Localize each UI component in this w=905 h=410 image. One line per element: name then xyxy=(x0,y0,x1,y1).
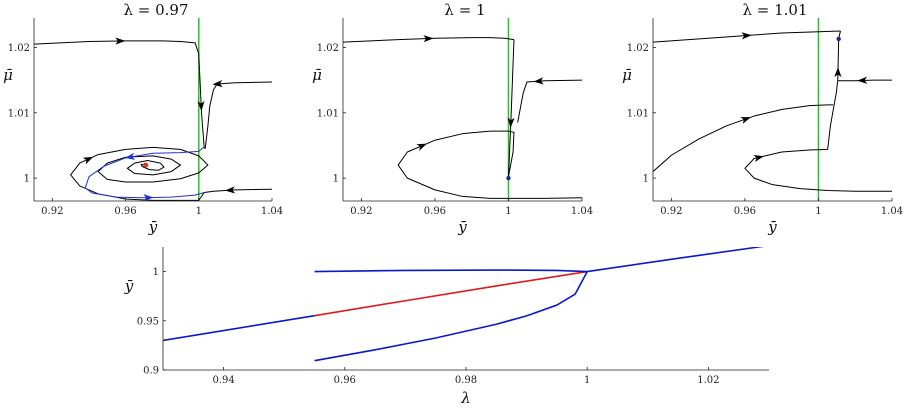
stable-branch-line xyxy=(587,247,765,273)
unstable-branch-line xyxy=(314,270,588,317)
y-tick-label: 1 xyxy=(153,267,159,278)
phase-portrait-lambda-101: λ = 1.01 0.92 0.96 1 1.04 1 1.01 1.02 ȳ μ̄ xyxy=(622,1,903,236)
x-tick-label: 1.04 xyxy=(881,206,903,217)
trajectory-line xyxy=(198,53,205,149)
fixed-point xyxy=(836,36,841,42)
y-tick-label: 1.02 xyxy=(627,43,649,54)
x-axis-label: ȳ xyxy=(457,218,467,236)
trajectory-line xyxy=(70,146,209,201)
x-axis-label: ȳ xyxy=(767,218,777,236)
direction-arrow xyxy=(834,67,842,78)
direction-arrow xyxy=(82,156,94,165)
x-tick-label: 0.96 xyxy=(334,375,356,386)
x-tick-label: 1 xyxy=(815,206,821,217)
x-tick-label: 0.92 xyxy=(660,206,682,217)
y-tick-label: 0.95 xyxy=(137,316,159,327)
x-tick-label: 0.96 xyxy=(114,206,136,217)
direction-arrow xyxy=(115,37,126,45)
x-tick-label: 1.04 xyxy=(571,206,593,217)
panel-title: λ = 0.97 xyxy=(123,1,188,19)
y-axis-label: μ̄ xyxy=(622,66,632,84)
direction-arrow xyxy=(741,32,752,40)
x-tick-label: 1 xyxy=(196,206,202,217)
panel-title: λ = 1 xyxy=(444,1,485,19)
plot-area xyxy=(163,247,765,362)
y-tick-label: 1.01 xyxy=(8,108,30,119)
direction-arrow xyxy=(224,186,236,194)
trajectory-line xyxy=(507,39,515,179)
stable-branch-line xyxy=(163,314,315,342)
x-axis-label: λ xyxy=(460,389,471,407)
x-tick-label: 0.92 xyxy=(350,206,372,217)
x-tick-label: 1.04 xyxy=(261,206,283,217)
trajectory-line xyxy=(517,79,582,123)
plot-area xyxy=(34,18,272,201)
phase-portrait-lambda-1: λ = 1 0.92 0.96 1 1.04 1 1.01 1.02 ȳ μ̄ xyxy=(312,1,593,236)
direction-arrow xyxy=(197,100,205,112)
trajectory-line xyxy=(744,104,892,192)
equilibrium-point xyxy=(143,162,149,168)
stable-branch-line xyxy=(314,269,588,273)
direction-arrow xyxy=(753,154,764,162)
bifurcation-diagram: 0.94 0.96 0.98 1 1.02 0.9 0.95 1 λ ȳ xyxy=(124,247,769,407)
trajectory-line xyxy=(833,38,840,106)
y-tick-label: 1 xyxy=(643,174,649,185)
direction-arrow xyxy=(507,117,515,128)
stable-branch-line xyxy=(314,271,588,362)
plot-area xyxy=(343,18,582,201)
trajectory-line xyxy=(837,79,892,82)
trajectory-line xyxy=(204,81,272,149)
trajectory-line xyxy=(34,40,200,55)
y-tick-label: 1 xyxy=(24,174,30,185)
x-tick-label: 1 xyxy=(584,375,590,386)
trajectory-line xyxy=(653,104,834,172)
trajectory-line xyxy=(343,37,515,43)
direction-arrow xyxy=(857,76,868,84)
x-tick-label: 0.92 xyxy=(41,206,63,217)
x-tick-label: 0.96 xyxy=(734,206,756,217)
direction-arrow xyxy=(533,77,544,85)
y-tick-label: 1.02 xyxy=(8,43,30,54)
panel-title: λ = 1.01 xyxy=(742,1,807,19)
x-tick-label: 1 xyxy=(505,206,511,217)
direction-arrow xyxy=(740,117,751,124)
x-tick-label: 0.94 xyxy=(212,375,234,386)
y-axis-label: μ̄ xyxy=(312,66,322,84)
direction-arrow xyxy=(124,152,136,160)
y-tick-label: 1 xyxy=(333,174,339,185)
trajectory-line xyxy=(204,188,272,193)
phase-portrait-lambda-097: λ = 0.97 0.92 0.96 1 1.04 1 1.01 1.02 ȳ μ̄ xyxy=(3,1,283,236)
x-tick-label: 0.96 xyxy=(424,206,446,217)
x-tick-label: 0.98 xyxy=(455,375,477,386)
direction-arrow xyxy=(212,80,223,88)
direction-arrow xyxy=(143,194,154,201)
direction-arrow xyxy=(416,143,427,151)
trajectory-line xyxy=(397,130,582,199)
x-axis-label: ȳ xyxy=(148,218,158,236)
x-tick-label: 1.02 xyxy=(697,375,719,386)
y-tick-label: 0.9 xyxy=(143,366,159,377)
trajectory-line xyxy=(653,30,841,43)
y-tick-label: 1.02 xyxy=(317,43,339,54)
plot-area xyxy=(653,18,892,201)
direction-arrow xyxy=(423,35,434,43)
y-tick-label: 1.01 xyxy=(627,108,649,119)
y-axis-label: μ̄ xyxy=(3,66,13,84)
fixed-point xyxy=(506,175,511,181)
y-tick-label: 1.01 xyxy=(317,108,339,119)
unstable-cycle-line xyxy=(84,146,205,199)
y-axis-label: ȳ xyxy=(124,277,134,295)
